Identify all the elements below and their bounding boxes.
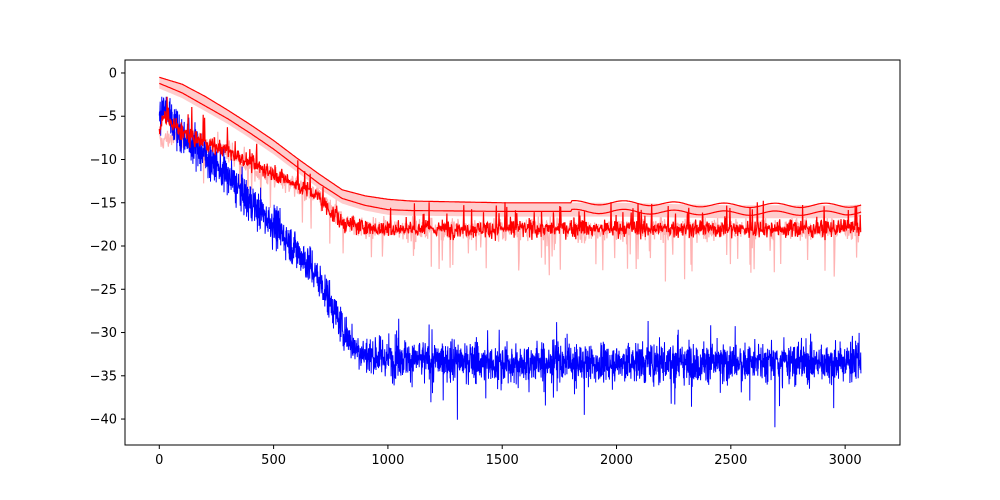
x-tick-label: 2000 [600,453,633,468]
x-tick-label: 500 [261,453,286,468]
y-tick-label: −40 [90,413,117,428]
x-tick-label: 1000 [371,453,404,468]
series-red-line [158,96,862,241]
series-middle-envelope [159,82,862,216]
y-tick-label: −10 [90,153,117,168]
y-tick-label: −20 [90,240,117,255]
axes-frame [124,59,901,446]
y-tick-label: −35 [90,369,117,384]
y-tick-label: −25 [90,283,117,298]
x-tick-label: 3000 [829,453,862,468]
y-tick-label: −15 [90,196,117,211]
envelope-fill [159,77,862,219]
x-tick-label: 0 [155,453,163,468]
y-tick-label: −5 [98,110,117,125]
y-tick-label: −30 [90,326,117,341]
x-axis: 0 500 1000 1500 2000 2500 3000 [155,445,862,468]
y-tick-label: 0 [109,66,117,81]
y-axis: 0 −5 −10 −15 −20 −25 −30 −35 −40 [90,66,125,428]
x-tick-label: 1500 [486,453,519,468]
series-upper-envelope [159,76,862,209]
series-blue-line [158,96,862,428]
x-tick-label: 2500 [714,453,747,468]
plot-area [158,76,862,428]
